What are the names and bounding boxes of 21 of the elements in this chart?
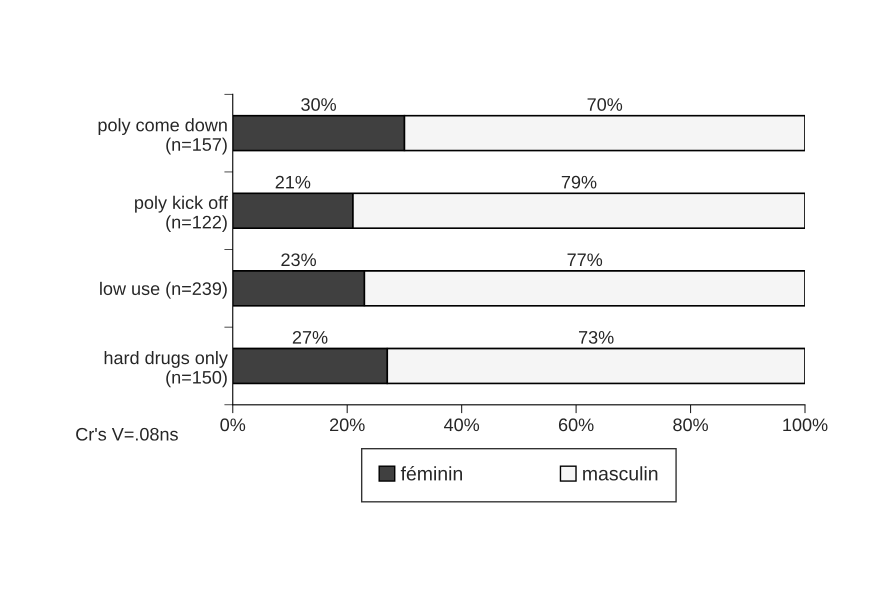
x-tick-label: 80% — [673, 418, 708, 432]
data-label: 70% — [588, 98, 622, 111]
data-label: 77% — [568, 253, 602, 266]
x-tick-label: 40% — [444, 418, 480, 432]
x-tick-label: 100% — [783, 418, 828, 432]
text: Cr's V=.08ns — [76, 428, 178, 441]
data-label: 23% — [281, 253, 316, 266]
x-tick-label: 60% — [558, 418, 594, 432]
y-tick-label: poly kick off (n=122) — [135, 196, 228, 232]
data-label: 79% — [562, 176, 596, 189]
data-label: 21% — [276, 176, 310, 188]
data-label: 30% — [301, 98, 336, 111]
legend-label: féminin — [400, 466, 462, 481]
data-label: 73% — [578, 330, 614, 344]
data-label: 27% — [292, 330, 328, 344]
y-tick-label: poly come down (n=157) — [98, 118, 227, 154]
x-tick-label: 0% — [220, 418, 246, 432]
legend-label: masculin — [583, 466, 658, 481]
y-tick-label: low use (n=239) — [100, 282, 227, 299]
x-tick-label: 20% — [330, 418, 365, 432]
y-tick-label: hard drugs only (n=150) — [104, 351, 228, 388]
